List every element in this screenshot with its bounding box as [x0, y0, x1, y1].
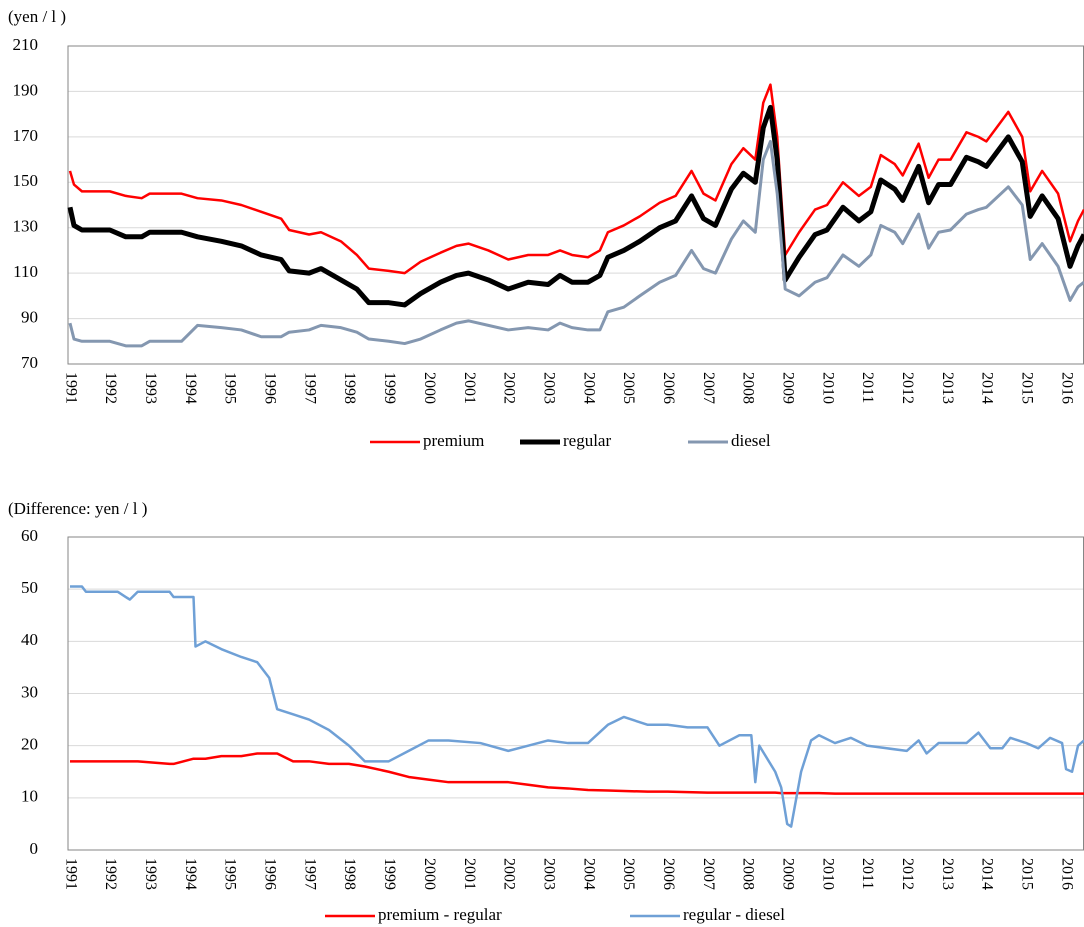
x-tick-label: 1999 — [381, 858, 398, 890]
y-tick-label: 70 — [21, 353, 38, 372]
x-tick-label: 2015 — [1019, 858, 1036, 890]
x-tick-label: 2006 — [660, 858, 677, 890]
x-tick-label: 2014 — [979, 372, 996, 404]
x-tick-label: 2004 — [580, 372, 597, 404]
x-tick-label: 2009 — [779, 858, 796, 890]
x-tick-label: 2013 — [939, 372, 956, 404]
x-tick-label: 1999 — [381, 372, 398, 404]
x-tick-label: 2000 — [421, 372, 438, 404]
x-tick-label: 2011 — [859, 372, 876, 403]
x-tick-label: 2012 — [899, 372, 916, 404]
x-tick-label: 1997 — [301, 858, 318, 890]
chart-top: (yen / l ) 70 90 110 130 150 170 190 210 1991 1992… — [8, 7, 1084, 450]
x-tick-label: 2016 — [1058, 372, 1075, 404]
x-tick-label: 2008 — [740, 858, 757, 890]
y-tick-label: 10 — [21, 787, 38, 806]
x-tick-label: 2010 — [819, 858, 836, 890]
y-tick-label: 20 — [21, 735, 38, 754]
x-tick-label: 1996 — [262, 858, 279, 890]
x-tick-label: 2009 — [779, 372, 796, 404]
x-tick-label: 2012 — [899, 858, 916, 890]
x-tick-label: 1992 — [102, 372, 119, 404]
x-tick-label: 2001 — [461, 372, 478, 404]
x-tick-label: 2007 — [700, 858, 717, 890]
x-tick-label: 1998 — [341, 858, 358, 890]
x-tick-label: 1995 — [222, 372, 239, 404]
x-tick-label: 2016 — [1058, 858, 1075, 890]
x-tick-label: 1993 — [142, 858, 159, 890]
x-tick-label: 1993 — [142, 372, 159, 404]
y-tick-label: 50 — [21, 578, 38, 597]
legend-label: regular - diesel — [683, 905, 785, 924]
x-tick-label: 1994 — [182, 372, 199, 404]
y-axis-label: (Difference: yen / l ) — [8, 499, 147, 518]
legend-label: premium — [423, 431, 484, 450]
x-tick-label: 2002 — [501, 372, 518, 404]
legend-label: diesel — [731, 431, 771, 450]
x-tick-label: 1991 — [62, 372, 79, 404]
x-tick-label: 2013 — [939, 858, 956, 890]
x-tick-label: 2011 — [859, 858, 876, 889]
y-axis-label: (yen / l ) — [8, 7, 66, 26]
y-tick-label: 110 — [13, 262, 38, 281]
y-tick-label: 60 — [21, 526, 38, 545]
series-line — [69, 752, 1084, 795]
y-tick-label: 0 — [30, 839, 39, 858]
series-line — [69, 585, 1084, 828]
y-tick-label: 190 — [13, 80, 39, 99]
y-tick-label: 150 — [13, 171, 39, 190]
plot-frame — [67, 45, 1084, 365]
x-tick-label: 1995 — [222, 858, 239, 890]
y-tick-label: 30 — [21, 682, 38, 701]
x-tick-label: 2002 — [501, 858, 518, 890]
x-tick-label: 1996 — [262, 372, 279, 404]
series-line — [68, 83, 1084, 275]
y-tick-label: 130 — [13, 217, 39, 236]
y-tick-label: 90 — [21, 307, 38, 326]
x-tick-label: 2003 — [540, 858, 557, 890]
x-tick-label: 1998 — [341, 372, 358, 404]
x-tick-label: 2004 — [580, 858, 597, 890]
x-tick-label: 2005 — [620, 858, 637, 890]
x-tick-label: 2008 — [740, 372, 757, 404]
y-tick-label: 40 — [21, 630, 38, 649]
x-tick-label: 1992 — [102, 858, 119, 890]
series-line — [67, 104, 1084, 308]
x-tick-label: 2005 — [620, 372, 637, 404]
x-tick-label: 1991 — [62, 858, 79, 890]
x-tick-label: 1994 — [182, 858, 199, 890]
x-tick-label: 2015 — [1019, 372, 1036, 404]
x-tick-label: 1997 — [301, 372, 318, 404]
x-tick-label: 2001 — [461, 858, 478, 890]
x-tick-label: 2000 — [421, 858, 438, 890]
chart-bottom: (Difference: yen / l ) 0 10 20 30 40 50 60 1991 1… — [8, 499, 1084, 924]
x-tick-label: 2003 — [540, 372, 557, 404]
y-tick-label: 170 — [13, 126, 39, 145]
x-tick-label: 2007 — [700, 372, 717, 404]
legend-label: premium - regular — [378, 905, 502, 924]
x-tick-label: 2014 — [979, 858, 996, 890]
legend-label: regular — [563, 431, 611, 450]
y-tick-label: 210 — [13, 35, 39, 54]
series-line — [68, 139, 1084, 348]
x-tick-label: 2006 — [660, 372, 677, 404]
x-tick-label: 2010 — [819, 372, 836, 404]
